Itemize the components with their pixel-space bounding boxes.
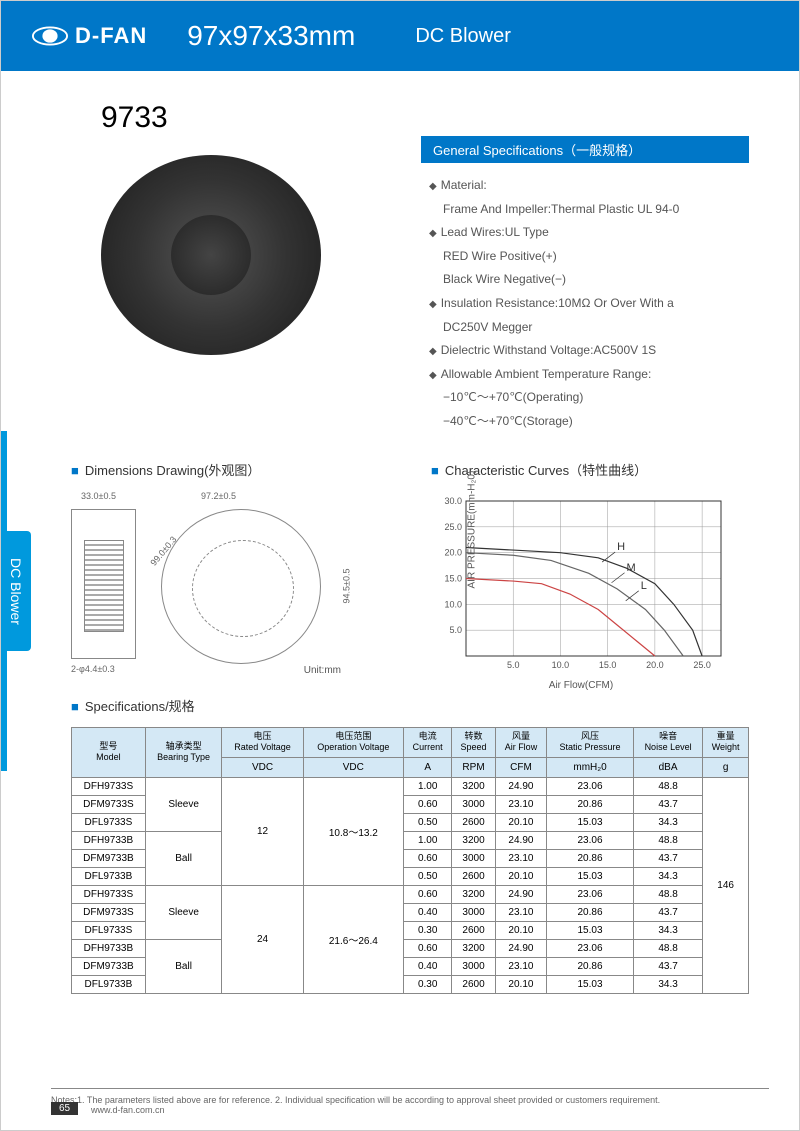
spec-item: Dielectric Withstand Voltage:AC500V 1S xyxy=(429,340,749,362)
svg-text:15.0: 15.0 xyxy=(599,660,617,670)
spec-table: 型号Model轴承类型Bearing Type电压Rated Voltage电压… xyxy=(71,727,749,994)
gen-spec-header: General Specifications（一般规格） xyxy=(421,136,749,163)
svg-text:25.0: 25.0 xyxy=(444,521,462,531)
spec-item: Insulation Resistance:10MΩ Or Over With … xyxy=(429,293,749,315)
header-bar: D-FAN 97x97x33mm DC Blower xyxy=(1,1,799,71)
dim-4: 94.5±0.5 xyxy=(341,568,351,603)
dimensions-section: Dimensions Drawing(外观图） 33.0±0.5 97.2±0.… xyxy=(71,460,401,676)
svg-text:20.0: 20.0 xyxy=(646,660,664,670)
svg-text:10.0: 10.0 xyxy=(552,660,570,670)
svg-text:M: M xyxy=(627,561,636,573)
product-photo xyxy=(101,155,321,355)
svg-text:30.0: 30.0 xyxy=(444,496,462,506)
footer-url: www.d-fan.com.cn xyxy=(91,1105,165,1115)
table-row: DFH9733SSleeve2421.6～26.40.60320024.9023… xyxy=(72,885,749,903)
svg-text:5.0: 5.0 xyxy=(507,660,520,670)
product-left: 9733 xyxy=(71,101,391,435)
footer-notes: Notes:1. The parameters listed above are… xyxy=(51,1095,769,1105)
gen-spec-list: Material:Frame And Impeller:Thermal Plas… xyxy=(421,175,749,433)
spec-item: Lead Wires:UL Type xyxy=(429,222,749,244)
spec-item: RED Wire Positive(+) xyxy=(443,246,749,268)
spec-item: Frame And Impeller:Thermal Plastic UL 94… xyxy=(443,199,749,221)
model-number: 9733 xyxy=(101,101,391,135)
svg-text:25.0: 25.0 xyxy=(693,660,711,670)
svg-text:L: L xyxy=(641,579,647,591)
general-spec: General Specifications（一般规格） Material:Fr… xyxy=(421,101,749,435)
table-row: DFH9733SSleeve1210.8～13.21.00320024.9023… xyxy=(72,777,749,795)
header-type: DC Blower xyxy=(415,25,511,48)
content: 9733 General Specifications（一般规格） Materi… xyxy=(1,71,799,994)
drawing-front-view xyxy=(161,509,321,664)
svg-text:15.0: 15.0 xyxy=(444,573,462,583)
table-row: DFH9733BBall1.00320024.9023.0648.8 xyxy=(72,831,749,849)
chart-box: AIR PRESSURE(mm-H₂0) 5.010.015.020.025.0… xyxy=(431,491,731,676)
svg-text:20.0: 20.0 xyxy=(444,547,462,557)
unit-label: Unit:mm xyxy=(304,665,341,676)
brand-logo: D-FAN xyxy=(31,23,147,49)
table-row: DFH9733BBall0.60320024.9023.0648.8 xyxy=(72,939,749,957)
curve-title: Characteristic Curves（特性曲线） xyxy=(431,460,749,479)
brand-text: D-FAN xyxy=(75,23,147,49)
dim-2: 97.2±0.5 xyxy=(201,491,236,501)
page-number: 65 xyxy=(51,1102,78,1115)
spec-item: DC250V Megger xyxy=(443,317,749,339)
spec-item: Allowable Ambient Temperature Range: xyxy=(429,364,749,386)
footer: Notes:1. The parameters listed above are… xyxy=(51,1088,769,1115)
svg-text:H: H xyxy=(617,541,625,553)
y-axis-label: AIR PRESSURE(mm-H₂0) xyxy=(466,471,477,589)
dim-title: Dimensions Drawing(外观图） xyxy=(71,460,401,479)
drawing-side-view xyxy=(71,509,136,659)
top-row: 9733 General Specifications（一般规格） Materi… xyxy=(71,101,749,435)
x-axis-label: Air Flow(CFM) xyxy=(549,680,613,691)
page: D-FAN 97x97x33mm DC Blower DC Blower 973… xyxy=(0,0,800,1131)
spec-item: −10℃～+70℃(Operating) xyxy=(443,387,749,409)
logo-icon xyxy=(31,26,69,46)
spec-item: Material: xyxy=(429,175,749,197)
spec-item: Black Wire Negative(−) xyxy=(443,269,749,291)
header-size: 97x97x33mm xyxy=(187,20,355,52)
spec-table-section: Specifications/规格 型号Model轴承类型Bearing Typ… xyxy=(71,696,749,994)
svg-text:10.0: 10.0 xyxy=(444,599,462,609)
svg-text:5.0: 5.0 xyxy=(449,625,462,635)
curves-section: Characteristic Curves（特性曲线） AIR PRESSURE… xyxy=(431,460,749,676)
dim-1: 33.0±0.5 xyxy=(81,491,116,501)
spec-item: −40℃～+70℃(Storage) xyxy=(443,411,749,433)
dim-5: 2-φ4.4±0.3 xyxy=(71,664,115,674)
mid-row: Dimensions Drawing(外观图） 33.0±0.5 97.2±0.… xyxy=(71,460,749,676)
spec-table-title: Specifications/规格 xyxy=(71,696,749,715)
drawing-box: 33.0±0.5 97.2±0.5 99.0±0.3 94.5±0.5 2-φ4… xyxy=(71,491,401,676)
